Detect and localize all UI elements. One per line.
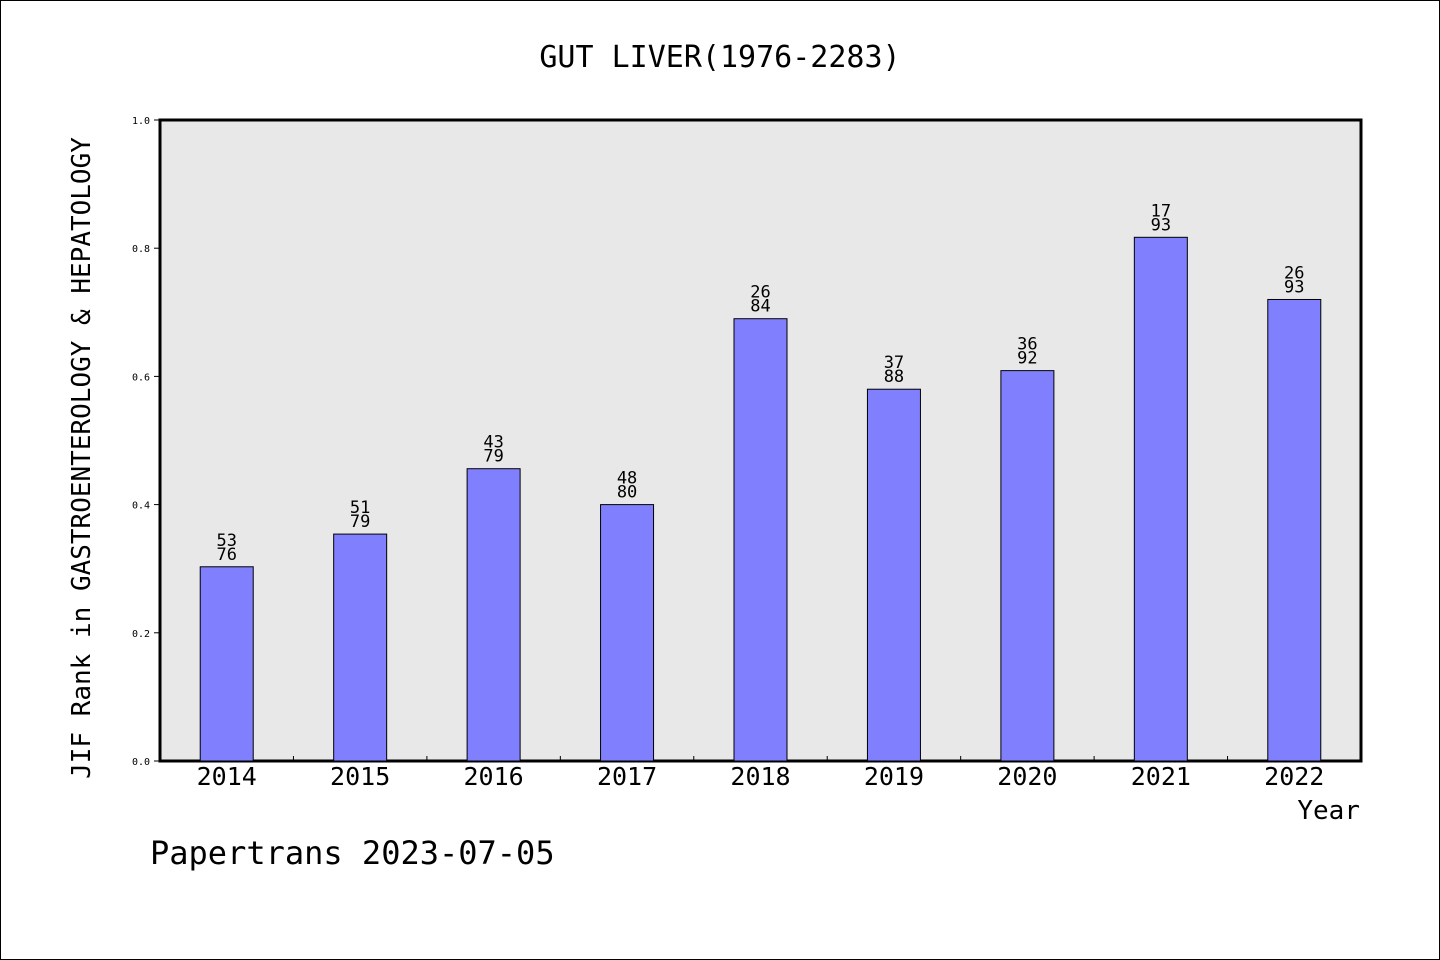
x-tick-label: 2019 <box>864 762 924 791</box>
bar-2019 <box>866 388 921 762</box>
x-tick-label: 2017 <box>597 762 657 791</box>
chart-title: GUT LIVER(1976-2283) <box>539 40 900 75</box>
x-tick-label: 2022 <box>1264 762 1324 791</box>
x-tick-label: 2015 <box>330 762 390 791</box>
x-tick-label: 2020 <box>997 762 1057 791</box>
bar-2018 <box>733 318 788 762</box>
bars <box>199 236 1322 762</box>
bar-2015 <box>333 533 388 762</box>
footer-watermark: Papertrans 2023-07-05 <box>150 834 555 872</box>
y-tick-label: 0.4 <box>132 501 150 512</box>
bar-2014 <box>199 566 254 762</box>
x-axis-label: Year <box>1297 796 1360 826</box>
y-axis-label: JIF Rank in GASTROENTEROLOGY & HEPATOLOG… <box>67 137 97 779</box>
x-tick-label: 2016 <box>464 762 524 791</box>
bar-label-total: 92 <box>1017 349 1037 369</box>
y-tick-label: 0.8 <box>132 244 150 255</box>
bar-2017 <box>600 504 655 762</box>
bar-label-rank: 17 <box>1151 201 1171 221</box>
bar-label-total: 88 <box>884 367 904 387</box>
bar-label-rank: 51 <box>350 498 370 518</box>
bar-label-rank: 36 <box>1017 335 1037 355</box>
bar-label-rank: 26 <box>750 283 770 303</box>
bar-2022 <box>1267 298 1322 762</box>
y-axis-ticks: 0.0 0.2 0.4 0.6 0.8 1.0 <box>132 116 160 768</box>
x-axis-ticks: 2014 2015 2016 2017 2018 2019 2020 2021 2022 <box>197 756 1324 791</box>
y-tick-label: 0.0 <box>132 757 150 768</box>
bar-2021 <box>1133 236 1188 762</box>
bar-label-rank: 37 <box>884 353 904 373</box>
bar-label-rank: 26 <box>1284 263 1304 283</box>
bar-2016 <box>466 468 521 762</box>
bar-label-rank: 53 <box>216 531 236 551</box>
bar-label-total: 76 <box>216 545 236 565</box>
bar-label-total: 79 <box>350 512 370 532</box>
bar-label-total: 79 <box>483 447 503 467</box>
bar-label-rank: 43 <box>483 433 503 453</box>
bar-label-total: 93 <box>1151 215 1171 235</box>
y-tick-label: 1.0 <box>132 116 150 127</box>
bar-label-total: 80 <box>617 483 637 503</box>
bar-label-total: 84 <box>750 297 770 317</box>
bar-label-rank: 48 <box>617 469 637 489</box>
x-tick-label: 2021 <box>1131 762 1191 791</box>
bar-label-total: 93 <box>1284 277 1304 297</box>
x-tick-label: 2018 <box>730 762 790 791</box>
y-tick-label: 0.6 <box>132 372 150 383</box>
y-tick-label: 0.2 <box>132 629 150 640</box>
bar-2020 <box>1000 370 1055 762</box>
x-tick-label: 2014 <box>197 762 257 791</box>
